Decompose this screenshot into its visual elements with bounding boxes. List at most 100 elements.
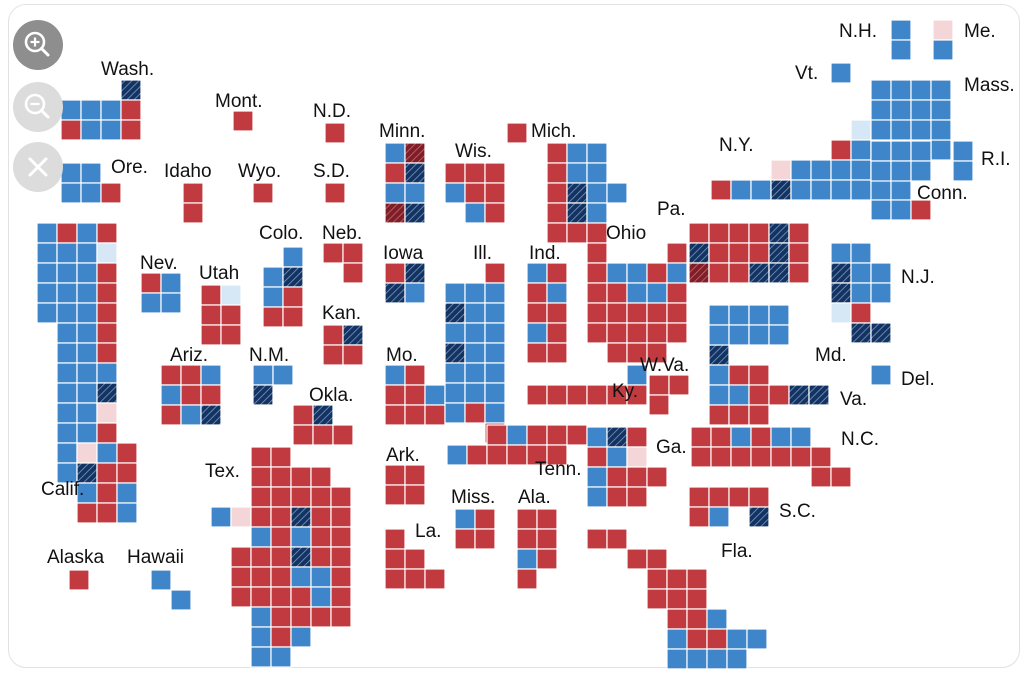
district-tile[interactable] (80, 99, 102, 121)
district-tile[interactable] (606, 426, 628, 448)
district-tile[interactable] (768, 324, 790, 346)
state-mn[interactable] (384, 142, 426, 224)
district-tile[interactable] (566, 424, 588, 446)
district-tile[interactable] (728, 364, 750, 386)
district-tile[interactable] (686, 588, 708, 610)
district-tile[interactable] (56, 242, 78, 264)
district-tile[interactable] (688, 506, 710, 528)
district-tile[interactable] (930, 99, 952, 121)
district-tile[interactable] (686, 648, 708, 669)
state-ri[interactable] (952, 140, 974, 182)
district-tile[interactable] (788, 384, 810, 406)
district-tile[interactable] (342, 262, 364, 284)
district-tile[interactable] (850, 119, 872, 141)
district-tile[interactable] (76, 382, 98, 404)
district-tile[interactable] (830, 242, 852, 264)
district-tile[interactable] (586, 446, 608, 468)
district-tile[interactable] (384, 162, 406, 184)
district-tile[interactable] (506, 424, 528, 446)
state-la[interactable] (384, 528, 446, 590)
district-tile[interactable] (170, 589, 192, 611)
district-tile[interactable] (666, 242, 688, 264)
district-tile[interactable] (182, 202, 204, 224)
district-tile[interactable] (322, 324, 344, 346)
district-tile[interactable] (586, 222, 608, 244)
state-ar[interactable] (384, 464, 426, 506)
district-tile[interactable] (646, 302, 668, 324)
district-tile[interactable] (666, 608, 688, 630)
district-tile[interactable] (626, 384, 648, 406)
district-tile[interactable] (708, 344, 730, 366)
district-tile[interactable] (310, 526, 332, 548)
district-tile[interactable] (444, 362, 466, 384)
district-tile[interactable] (536, 528, 558, 550)
district-tile[interactable] (270, 646, 292, 668)
state-tx[interactable] (210, 446, 352, 668)
district-tile[interactable] (262, 306, 284, 328)
district-tile[interactable] (688, 222, 710, 244)
district-tile[interactable] (708, 384, 730, 406)
district-tile[interactable] (290, 486, 312, 508)
district-tile[interactable] (768, 242, 790, 264)
district-tile[interactable] (546, 322, 568, 344)
district-tile[interactable] (546, 302, 568, 324)
district-tile[interactable] (870, 282, 892, 304)
state-sd[interactable] (324, 182, 346, 204)
district-tile[interactable] (486, 424, 508, 446)
district-tile[interactable] (708, 304, 730, 326)
district-tile[interactable] (708, 262, 730, 284)
district-tile[interactable] (384, 464, 406, 486)
district-tile[interactable] (464, 362, 486, 384)
district-tile[interactable] (230, 506, 252, 528)
district-tile[interactable] (606, 182, 628, 204)
district-tile[interactable] (96, 262, 118, 284)
district-tile[interactable] (890, 79, 912, 101)
district-tile[interactable] (484, 162, 506, 184)
district-tile[interactable] (270, 446, 292, 468)
district-tile[interactable] (850, 159, 872, 181)
district-tile[interactable] (484, 402, 506, 424)
district-tile[interactable] (330, 546, 352, 568)
district-tile[interactable] (486, 444, 508, 466)
zoom-in-button[interactable] (13, 20, 63, 70)
district-tile[interactable] (728, 262, 750, 284)
district-tile[interactable] (728, 304, 750, 326)
district-tile[interactable] (116, 502, 138, 524)
district-tile[interactable] (850, 282, 872, 304)
state-nh[interactable] (890, 19, 912, 61)
district-tile[interactable] (56, 222, 78, 244)
district-tile[interactable] (444, 182, 466, 204)
district-tile[interactable] (646, 568, 668, 590)
district-tile[interactable] (516, 528, 538, 550)
district-tile[interactable] (728, 384, 750, 406)
district-tile[interactable] (586, 142, 608, 164)
district-tile[interactable] (384, 528, 406, 550)
district-tile[interactable] (56, 322, 78, 344)
district-tile[interactable] (290, 526, 312, 548)
state-me[interactable] (932, 19, 954, 61)
district-tile[interactable] (708, 404, 730, 426)
state-in[interactable] (526, 262, 568, 364)
district-tile[interactable] (546, 202, 568, 224)
district-tile[interactable] (96, 282, 118, 304)
district-tile[interactable] (342, 242, 364, 264)
district-tile[interactable] (330, 606, 352, 628)
district-tile[interactable] (454, 528, 476, 550)
district-tile[interactable] (626, 548, 648, 570)
district-tile[interactable] (200, 324, 222, 346)
district-tile[interactable] (830, 159, 852, 181)
state-va[interactable] (708, 344, 830, 426)
district-tile[interactable] (330, 586, 352, 608)
district-tile[interactable] (586, 202, 608, 224)
district-tile[interactable] (444, 282, 466, 304)
district-tile[interactable] (250, 526, 272, 548)
district-tile[interactable] (708, 222, 730, 244)
district-tile[interactable] (484, 322, 506, 344)
state-ut[interactable] (200, 284, 242, 346)
district-tile[interactable] (312, 424, 334, 446)
district-tile[interactable] (484, 202, 506, 224)
district-tile[interactable] (424, 568, 446, 590)
district-tile[interactable] (626, 446, 648, 468)
district-tile[interactable] (810, 159, 832, 181)
district-tile[interactable] (646, 588, 668, 610)
